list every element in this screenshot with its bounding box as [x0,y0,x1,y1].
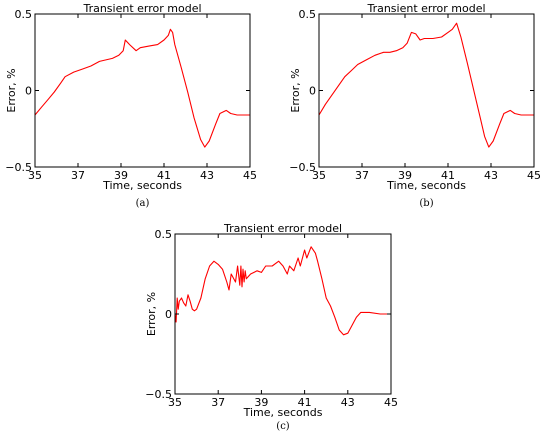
x-tick-label: 35 [312,169,326,182]
plot-frame [318,13,535,168]
x-tick-label: 35 [168,396,182,409]
y-tick-label: 0 [165,308,172,321]
x-axis-label: Time, seconds [386,179,466,192]
x-axis-label: Time, seconds [102,179,182,192]
x-tick-label: 41 [157,169,171,182]
panel-caption: (c) [276,421,290,432]
chart-title: Transient error model [366,2,485,15]
y-tick-label: 0.5 [15,8,33,21]
x-tick-label: 37 [71,169,85,182]
y-axis-label: Error, % [5,68,18,112]
series-line [34,28,250,148]
series-line [174,246,391,336]
x-tick-label: 39 [114,169,128,182]
x-tick-label: 45 [527,169,541,182]
chart-panel-b: 35 37 39 41 43 45 −0.5 0 0.5 Transient error mode… [289,2,541,209]
x-tick-label: 39 [398,169,412,182]
x-tick-label: 43 [200,169,214,182]
x-tick-label: 41 [298,396,312,409]
x-tick-label: 45 [243,169,257,182]
x-tick-label: 37 [355,169,369,182]
y-tick-label: −0.5 [145,388,172,401]
chart-title: Transient error model [82,2,201,15]
panel-caption: (a) [136,198,150,209]
x-tick-label: 39 [254,396,268,409]
y-tick-label: −0.5 [5,161,32,174]
y-tick-label: 0 [309,85,316,98]
x-tick-label: 45 [384,396,398,409]
y-tick-label: 0.5 [155,228,173,241]
x-tick-label: 43 [484,169,498,182]
chart-panel-c: 35 37 39 41 43 45 −0.5 0 0.5 Transient error mode… [145,222,398,432]
y-axis-label: Error, % [145,292,158,336]
x-tick-label: 41 [441,169,455,182]
x-tick-label: 35 [28,169,42,182]
y-tick-label: 0 [25,85,32,98]
y-tick-label: −0.5 [289,161,316,174]
plot-frame [34,13,251,168]
series-line [318,22,534,148]
y-tick-label: 0.5 [299,8,317,21]
x-tick-label: 37 [211,396,225,409]
chart-panel-a: 35 37 39 41 43 45 −0.5 0 0.5 Transient error mode… [5,2,257,209]
x-tick-label: 43 [341,396,355,409]
y-axis-label: Error, % [289,68,302,112]
chart-title: Transient error model [223,222,342,235]
panel-caption: (b) [419,198,433,209]
x-axis-label: Time, seconds [243,406,323,419]
